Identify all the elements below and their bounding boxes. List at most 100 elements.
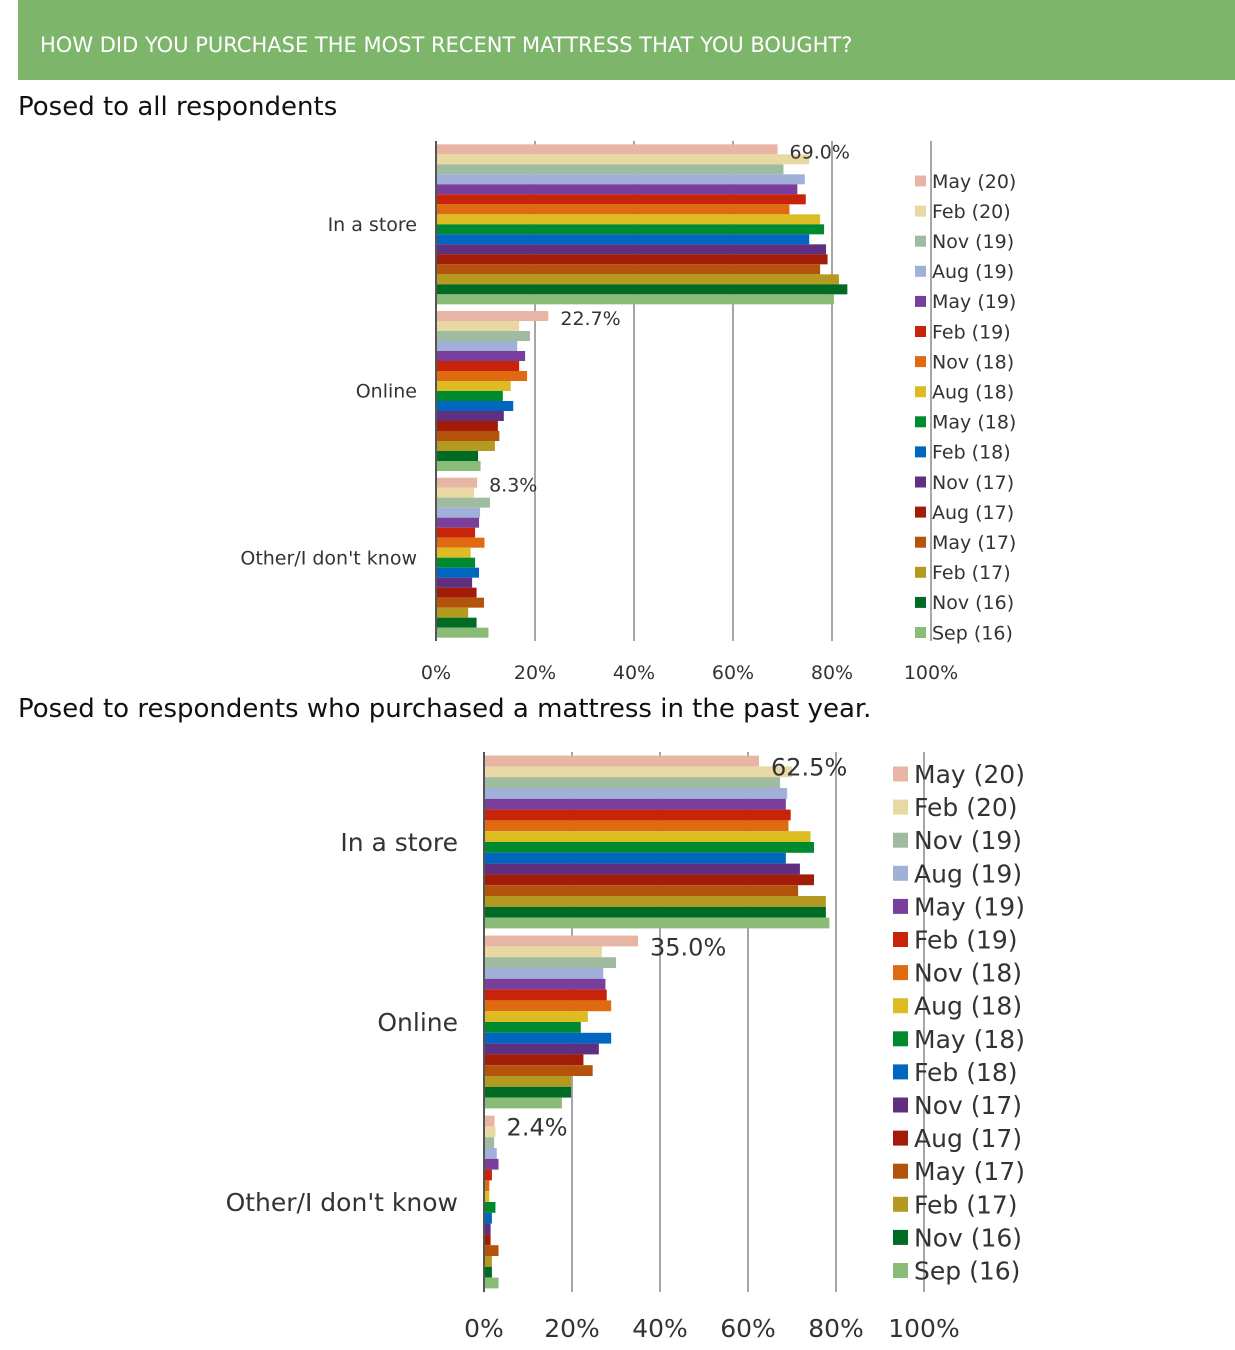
legend-swatch xyxy=(893,1031,908,1047)
data-label: 69.0% xyxy=(790,141,850,163)
legend-swatch xyxy=(893,832,908,848)
bar xyxy=(484,1169,492,1181)
bar xyxy=(436,617,477,628)
data-label: 35.0% xyxy=(650,934,726,962)
legend-swatch xyxy=(915,175,926,187)
bar xyxy=(484,1126,496,1138)
data-label: 22.7% xyxy=(560,308,620,330)
legend-label: Aug (19) xyxy=(914,859,1022,888)
bar xyxy=(436,184,798,195)
bar xyxy=(484,1212,492,1224)
bar xyxy=(484,1180,490,1192)
bar xyxy=(436,527,476,538)
legend-label: Nov (16) xyxy=(932,592,1014,614)
bar xyxy=(436,607,469,618)
bar xyxy=(484,978,606,990)
bar xyxy=(436,361,520,371)
bar xyxy=(436,351,526,361)
bar xyxy=(484,1032,612,1044)
bar xyxy=(436,311,549,321)
bar xyxy=(436,331,531,341)
bar xyxy=(484,1158,499,1170)
bar xyxy=(484,1097,562,1109)
legend-swatch xyxy=(893,965,908,981)
legend-swatch xyxy=(893,1263,908,1278)
bar xyxy=(436,214,821,225)
bar xyxy=(484,820,789,832)
legend-swatch xyxy=(915,596,926,608)
bar xyxy=(484,1076,572,1087)
bar xyxy=(484,863,800,875)
x-tick-label: 100% xyxy=(904,662,958,684)
legend-swatch xyxy=(915,536,926,548)
bar xyxy=(484,1054,584,1066)
bar xyxy=(484,1115,495,1127)
bar xyxy=(436,431,500,441)
legend-label: May (18) xyxy=(932,412,1016,434)
legend-label: May (18) xyxy=(914,1025,1025,1054)
legend-swatch xyxy=(915,476,926,488)
legend-label: Nov (17) xyxy=(914,1091,1022,1120)
bar xyxy=(484,766,792,778)
bar xyxy=(484,1277,499,1289)
legend-label: Nov (18) xyxy=(914,959,1022,988)
legend-swatch xyxy=(893,1229,908,1245)
legend-swatch xyxy=(915,386,926,398)
bar xyxy=(436,597,485,608)
bar xyxy=(436,254,828,265)
bar xyxy=(436,411,504,421)
bar xyxy=(484,1137,495,1148)
bar xyxy=(484,1086,572,1098)
legend-label: Aug (17) xyxy=(932,502,1014,524)
bar xyxy=(436,391,503,401)
bar xyxy=(436,341,518,351)
bar xyxy=(484,1022,581,1033)
legend-label: May (17) xyxy=(914,1157,1025,1186)
bar xyxy=(436,421,498,431)
data-label: 8.3% xyxy=(489,475,537,497)
legend-swatch xyxy=(915,446,926,458)
category-label: In a store xyxy=(328,214,417,236)
legend-label: Feb (18) xyxy=(932,442,1011,464)
bar xyxy=(436,577,473,588)
bar xyxy=(484,957,616,968)
legend-swatch xyxy=(915,235,926,247)
bar xyxy=(484,1256,492,1267)
bar xyxy=(436,627,489,638)
bar xyxy=(436,487,475,498)
bar xyxy=(436,547,471,558)
bar xyxy=(484,874,814,886)
legend-swatch xyxy=(915,506,926,518)
legend-swatch xyxy=(915,326,926,337)
bar xyxy=(484,906,826,918)
bar xyxy=(484,968,604,979)
legend-label: Nov (19) xyxy=(932,231,1014,253)
legend-label: Aug (19) xyxy=(932,261,1014,283)
legend-swatch xyxy=(893,1163,908,1179)
category-label: Other/I don't know xyxy=(240,547,417,569)
category-label: Online xyxy=(356,381,417,403)
question-banner: HOW DID YOU PURCHASE THE MOST RECENT MAT… xyxy=(18,0,1235,80)
legend-swatch xyxy=(915,205,926,217)
legend-swatch xyxy=(893,998,908,1014)
bar xyxy=(484,798,786,810)
legend-label: Nov (17) xyxy=(932,472,1014,494)
legend-label: Feb (20) xyxy=(932,201,1011,223)
bar xyxy=(436,381,511,391)
x-tick-label: 20% xyxy=(544,1314,600,1343)
bar xyxy=(436,441,495,451)
bar xyxy=(436,174,805,185)
bar xyxy=(436,274,839,285)
bar xyxy=(484,1043,599,1055)
legend-swatch xyxy=(915,627,926,638)
x-tick-label: 0% xyxy=(421,662,451,684)
legend-swatch xyxy=(915,265,926,277)
legend-label: Feb (18) xyxy=(914,1058,1018,1087)
legend-label: Nov (19) xyxy=(914,826,1022,855)
bar xyxy=(484,1011,588,1022)
bar xyxy=(436,294,834,305)
bar xyxy=(436,507,481,518)
data-label: 2.4% xyxy=(507,1114,568,1142)
category-label: Online xyxy=(377,1008,458,1037)
legend-label: Aug (18) xyxy=(932,382,1014,404)
